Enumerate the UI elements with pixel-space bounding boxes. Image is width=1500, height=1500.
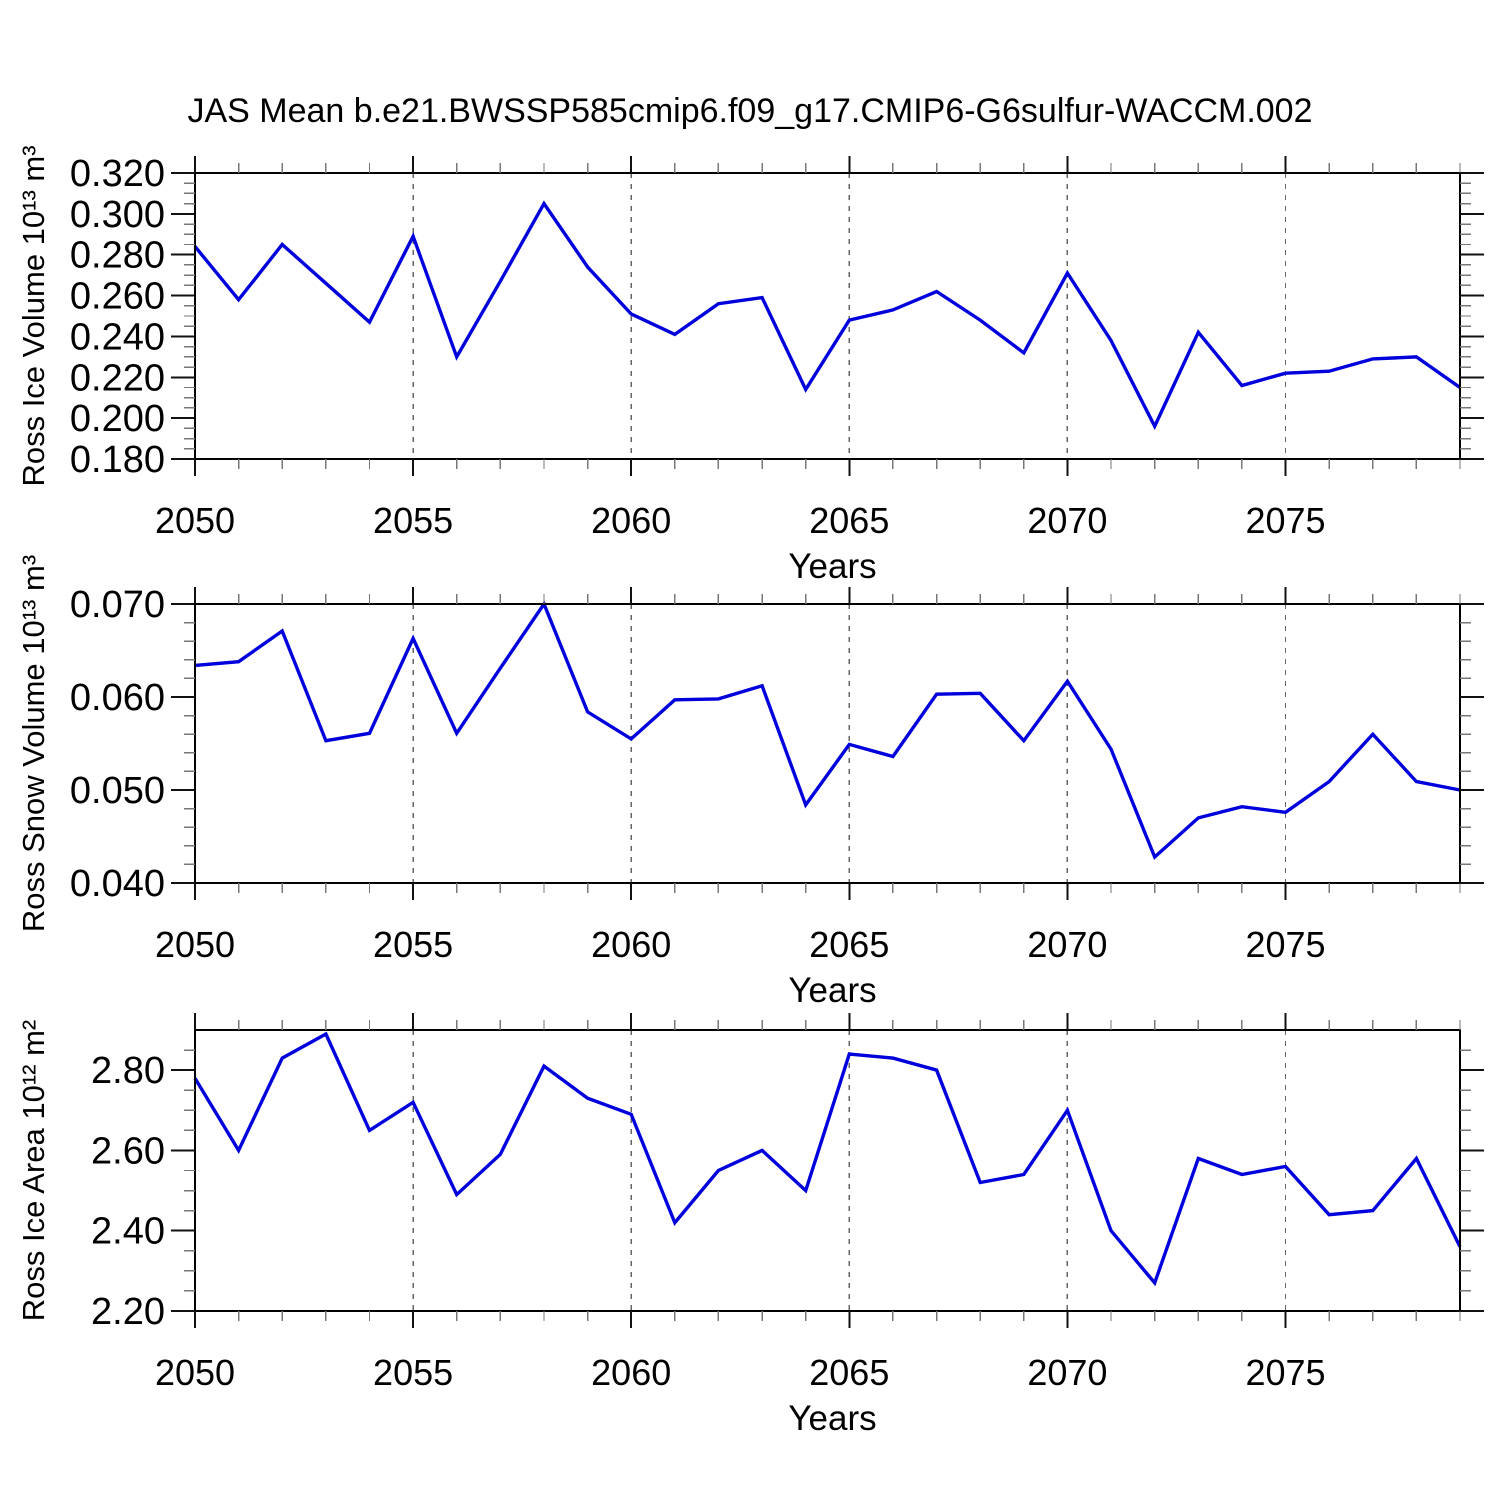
panel-2-ytick-label: 0.050	[70, 770, 165, 812]
panel-2-xtick-label: 2055	[373, 924, 453, 965]
panel-1-xtick-label: 2070	[1027, 500, 1107, 541]
panel-2-ytick-label: 0.070	[70, 584, 165, 626]
panel-2-plot-border	[194, 603, 1461, 884]
panel-2-data-line	[194, 600, 1461, 860]
panel-1-y-axis-title: Ross Ice Volume 10¹³ m³	[16, 145, 51, 486]
panel-1-ytick-label: 0.240	[70, 316, 165, 358]
panel-2-xtick-label: 2075	[1245, 924, 1325, 965]
panel-1-ytick-label: 0.200	[70, 398, 165, 440]
panel-3-xtick-label: 2070	[1027, 1352, 1107, 1393]
panel-1-ytick-label: 0.260	[70, 276, 165, 318]
panel-1-data-line	[193, 200, 1461, 431]
panel-2-ytick-label: 0.060	[70, 677, 165, 719]
panel-1-ytick-label: 0.180	[70, 439, 165, 481]
panel-2-xtick-label: 2070	[1027, 924, 1107, 965]
panel-3-x-axis-title: Years	[788, 1399, 876, 1438]
panel-3-ytick-label: 2.60	[91, 1130, 165, 1172]
panel-3-y-axis-title: Ross Ice Area 10¹² m²	[16, 1020, 51, 1321]
panel-3-ytick-label: 2.40	[91, 1211, 165, 1253]
panel-2-xtick-label: 2065	[809, 924, 889, 965]
panel-1-xtick-label: 2060	[591, 500, 671, 541]
figure-title: JAS Mean b.e21.BWSSP585cmip6.f09_g17.CMI…	[187, 92, 1312, 130]
panel-1-ytick-label: 0.320	[70, 153, 165, 195]
panel-3-xtick-label: 2060	[591, 1352, 671, 1393]
panel-3-xtick-label: 2075	[1245, 1352, 1325, 1393]
panel-3-ytick-label: 2.80	[91, 1050, 165, 1092]
panel-1-xtick-label: 2050	[155, 500, 235, 541]
panel-1-xtick-label: 2055	[373, 500, 453, 541]
panel-3: 2.20 2.40 2.60 2.80 2050 2055 2060 2065 2070 2075…	[16, 1013, 1484, 1438]
panel-2-xtick-label: 2050	[155, 924, 235, 965]
panel-1-ytick-label: 0.280	[70, 235, 165, 277]
panel-1-ytick-label: 0.220	[70, 357, 165, 399]
panel-1: 0.1800.2000.2200.2400.2600.2800.3000.320…	[16, 145, 1484, 586]
panel-1-xtick-label: 2075	[1245, 500, 1325, 541]
panel-3-data-line	[193, 1031, 1462, 1287]
panel-1-x-axis-title: Years	[788, 547, 876, 586]
panel-2-xtick-label: 2060	[591, 924, 671, 965]
panel-2-y-axis-title: Ross Snow Volume 10¹³ m³	[16, 555, 51, 932]
panel-3-xtick-label: 2065	[809, 1352, 889, 1393]
panel-3-ytick-label: 2.20	[91, 1291, 165, 1333]
panel-3-xtick-label: 2050	[155, 1352, 235, 1393]
panel-2-x-axis-title: Years	[788, 971, 876, 1010]
panel-1-ytick-label: 0.300	[70, 194, 165, 236]
panels-group: 0.1800.2000.2200.2400.2600.2800.3000.320…	[16, 145, 1484, 1438]
panel-3-xtick-label: 2055	[373, 1352, 453, 1393]
panel-2-ytick-label: 0.040	[70, 863, 165, 905]
panel-1-plot-border	[194, 172, 1461, 460]
panel-2: 0.040 0.050 0.060 0.070 2050 2055 2060 2065 2070…	[16, 555, 1484, 1010]
panel-1-xtick-label: 2065	[809, 500, 889, 541]
